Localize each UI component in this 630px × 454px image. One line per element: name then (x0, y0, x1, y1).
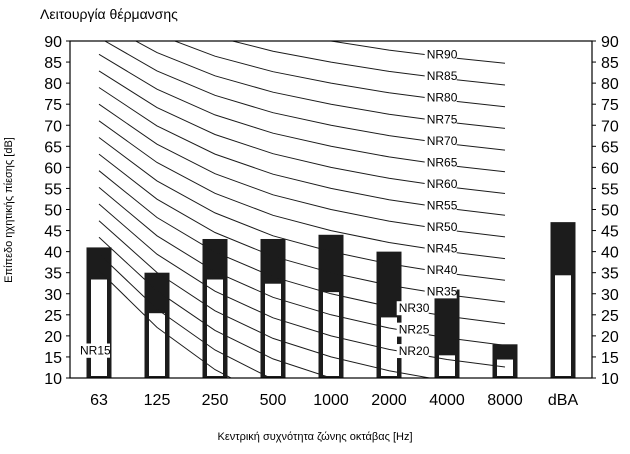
y-tick-label-right: 45 (601, 224, 619, 241)
nr-label: NR40 (427, 263, 458, 277)
inner-bar-8000 (496, 358, 514, 378)
nr-label: NR70 (427, 134, 458, 148)
nr-label: NR20 (399, 344, 430, 358)
chart-title: Λειτουργία θέρμανσης (40, 6, 178, 22)
nr-label-bg (424, 47, 457, 62)
y-tick-label-right: 20 (601, 329, 619, 346)
y-tick-label-right: 90 (601, 34, 619, 51)
y-tick-label-left: 30 (44, 287, 62, 304)
nr-label-bg (424, 112, 457, 127)
nr-curve-15 (98, 220, 433, 378)
y-tick-label-right: 25 (601, 308, 619, 325)
y-tick-label-right: 60 (601, 160, 619, 177)
nr-label-bg (396, 344, 429, 359)
nr-curve-5 (98, 253, 272, 378)
y-tick-label-left: 60 (44, 160, 62, 177)
x-tick-label-500: 500 (260, 392, 287, 409)
y-tick-label-right: 50 (601, 203, 619, 220)
nr-label: NR35 (427, 284, 458, 298)
nr-label: NR65 (427, 155, 458, 169)
inner-bar-63 (90, 278, 108, 378)
x-tick-label-63: 63 (90, 392, 108, 409)
nr-label: NR90 (427, 48, 458, 62)
x-tick-label-1000: 1000 (313, 392, 349, 409)
y-tick-label-right: 65 (601, 139, 619, 156)
y-tick-label-left: 75 (44, 97, 62, 114)
y-tick-label-left: 25 (44, 308, 62, 325)
nr-curve-25 (98, 187, 506, 346)
nr-label-bg (424, 241, 457, 256)
x-tick-label-125: 125 (144, 392, 171, 409)
nr-label-bg (396, 301, 429, 316)
inner-bar-125 (148, 312, 166, 377)
nr-label: NR85 (427, 69, 458, 83)
x-tick-label-dBA: dBA (548, 392, 579, 409)
nr-label-bg (424, 176, 457, 191)
nr-label: NR55 (427, 198, 458, 212)
y-tick-label-right: 35 (601, 266, 619, 283)
nr-label: NR25 (399, 323, 430, 337)
y-tick-label-left: 80 (44, 76, 62, 93)
y-tick-label-left: 10 (44, 371, 62, 388)
nr-curve-0 (98, 270, 233, 378)
y-tick-label-right: 70 (601, 118, 619, 135)
y-tick-label-left: 35 (44, 266, 62, 283)
nr-label-bg (424, 262, 457, 277)
y-tick-label-right: 40 (601, 245, 619, 262)
nr-label-bg (424, 90, 457, 105)
nr-label-bg (424, 155, 457, 170)
x-axis-title: Κεντρική συχνότητα ζώνης οκτάβας [Hz] (217, 431, 413, 443)
y-tick-label-right: 55 (601, 181, 619, 198)
y-tick-label-right: 80 (601, 76, 619, 93)
nr-label-bg (424, 284, 457, 299)
y-tick-label-right: 30 (601, 287, 619, 304)
nr-label-bg (424, 219, 457, 234)
y-tick-label-right: 85 (601, 55, 619, 72)
nr-label: NR50 (427, 220, 458, 234)
y-tick-label-left: 50 (44, 203, 62, 220)
y-tick-label-right: 75 (601, 97, 619, 114)
inner-bar-500 (264, 282, 282, 377)
x-tick-label-8000: 8000 (487, 392, 523, 409)
y-tick-label-right: 10 (601, 371, 619, 388)
nr-curve-60 (98, 70, 506, 194)
nr-curve-30 (98, 170, 506, 325)
nr-label-bg (424, 69, 457, 84)
nr-label-bg (424, 133, 457, 148)
x-tick-label-4000: 4000 (429, 392, 465, 409)
y-tick-label-right: 15 (601, 350, 619, 367)
nr-label: NR30 (399, 301, 430, 315)
nr-curve-10 (98, 236, 334, 378)
nr-label: NR75 (427, 112, 458, 126)
y-tick-label-left: 70 (44, 118, 62, 135)
y-tick-label-left: 40 (44, 245, 62, 262)
nr-label: NR45 (427, 241, 458, 255)
nr-label-bg (78, 343, 110, 358)
nr-label: NR60 (427, 177, 458, 191)
y-tick-label-left: 65 (44, 139, 62, 156)
inner-bar-2000 (380, 316, 398, 378)
nr-label: NR80 (427, 91, 458, 105)
nr-label-bg (396, 322, 429, 337)
x-tick-label-2000: 2000 (371, 392, 407, 409)
y-tick-label-left: 20 (44, 329, 62, 346)
y-tick-label-left: 45 (44, 224, 62, 241)
y-tick-label-left: 90 (44, 34, 62, 51)
nr-label-bg (424, 198, 457, 213)
nr-label: NR15 (80, 344, 111, 358)
nr-curve-55 (98, 87, 506, 216)
nr-curve-20 (98, 203, 506, 368)
x-tick-label-250: 250 (202, 392, 229, 409)
y-tick-label-left: 15 (44, 350, 62, 367)
inner-bar-dBA (554, 274, 572, 378)
y-tick-label-left: 85 (44, 55, 62, 72)
y-tick-label-left: 55 (44, 181, 62, 198)
